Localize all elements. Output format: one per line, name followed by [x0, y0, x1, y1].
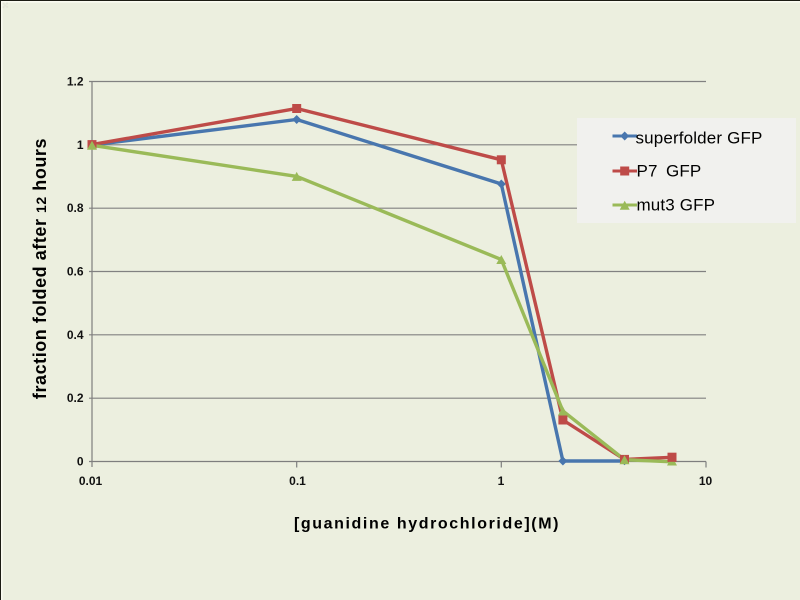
- svg-text:[guanidine hydrochloride](M): [guanidine hydrochloride](M): [294, 516, 560, 533]
- svg-text:fraction folded after 12 hours: fraction folded after 12 hours: [30, 138, 50, 399]
- svg-text:0.01: 0.01: [79, 474, 103, 488]
- svg-text:1: 1: [77, 138, 84, 152]
- svg-text:superfolder GFP: superfolder GFP: [636, 128, 763, 147]
- svg-text:0.8: 0.8: [67, 201, 84, 215]
- svg-text:10: 10: [699, 474, 713, 488]
- svg-text:0.4: 0.4: [67, 328, 84, 342]
- svg-text:P7 GFP: P7 GFP: [637, 162, 702, 181]
- svg-text:0.6: 0.6: [67, 265, 84, 279]
- svg-text:mut3 GFP: mut3 GFP: [637, 196, 716, 215]
- svg-text:0.2: 0.2: [67, 391, 84, 405]
- svg-text:1.2: 1.2: [67, 75, 84, 89]
- svg-text:0: 0: [77, 455, 84, 469]
- svg-text:1: 1: [498, 474, 505, 488]
- svg-text:0.1: 0.1: [289, 474, 306, 488]
